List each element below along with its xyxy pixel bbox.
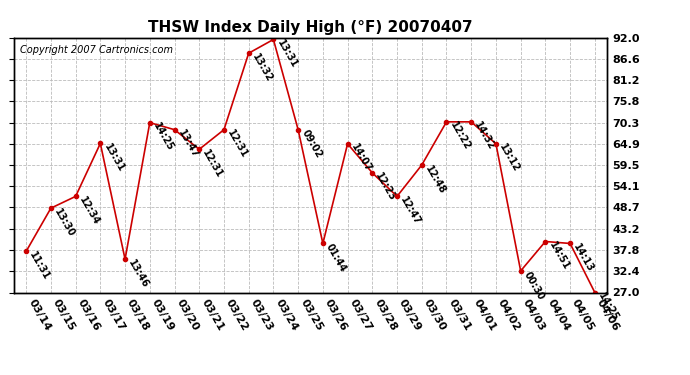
Text: 13:30: 13:30: [52, 207, 77, 238]
Text: 12:23: 12:23: [374, 171, 398, 203]
Text: 00:30: 00:30: [522, 270, 546, 302]
Text: 14:25: 14:25: [151, 121, 175, 153]
Text: 14:32: 14:32: [473, 120, 497, 152]
Text: 12:48: 12:48: [423, 164, 447, 196]
Text: 11:31: 11:31: [28, 250, 52, 282]
Text: 01:44: 01:44: [324, 242, 348, 274]
Text: 12:31: 12:31: [226, 128, 250, 160]
Text: 13:32: 13:32: [250, 52, 274, 84]
Text: 13:31: 13:31: [101, 142, 126, 174]
Text: 12:34: 12:34: [77, 195, 101, 227]
Text: 13:12: 13:12: [497, 142, 522, 174]
Title: THSW Index Daily High (°F) 20070407: THSW Index Daily High (°F) 20070407: [148, 20, 473, 35]
Text: 12:31: 12:31: [201, 148, 225, 180]
Text: 09:02: 09:02: [299, 128, 324, 160]
Text: 12:47: 12:47: [398, 195, 422, 227]
Text: 14:51: 14:51: [546, 240, 571, 272]
Text: 13:47: 13:47: [176, 128, 200, 160]
Text: 14:13: 14:13: [571, 242, 595, 274]
Text: 14:07: 14:07: [349, 142, 373, 174]
Text: 14:25: 14:25: [596, 291, 620, 323]
Text: 13:46: 13:46: [126, 258, 150, 290]
Text: 12:22: 12:22: [448, 120, 472, 152]
Text: Copyright 2007 Cartronics.com: Copyright 2007 Cartronics.com: [20, 45, 172, 55]
Text: 13:31: 13:31: [275, 38, 299, 70]
